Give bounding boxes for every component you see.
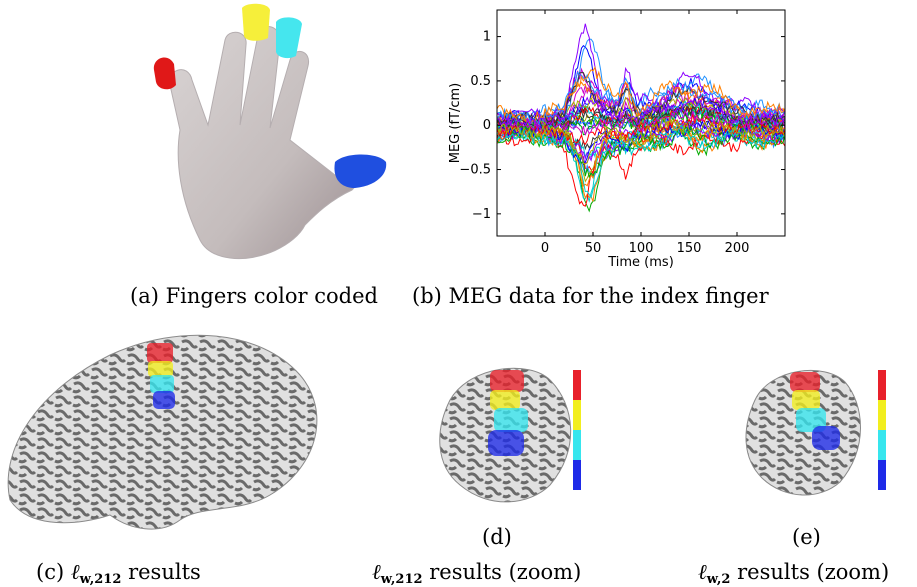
brain-zoom-d	[439, 367, 581, 503]
panel-c-brain	[0, 325, 330, 535]
meg-series-line	[496, 116, 786, 165]
caption-c: (c) ℓw,212 results	[36, 560, 201, 587]
colorbar-segment	[573, 400, 581, 430]
meg-series-line	[496, 123, 786, 199]
panel-b-meg-chart: 0 50 100 150 200 −1 −0.5 0 0.5 1 Time (ms) MEG (fT/…	[420, 0, 800, 280]
colorbar-segment	[878, 400, 886, 430]
x-tick-label: 0	[541, 241, 549, 256]
activation-region	[488, 370, 528, 456]
y-axis-label: MEG (fT/cm)	[448, 83, 463, 164]
activation-region	[790, 372, 840, 450]
colorbar	[573, 370, 581, 490]
colorbar-segment	[573, 430, 581, 460]
x-tick-label: 50	[585, 241, 602, 256]
caption-e: ℓw,2 results (zoom)	[698, 560, 890, 587]
meg-series-line	[496, 66, 786, 124]
thumb-fingertip	[334, 154, 387, 188]
brain-patch	[745, 369, 861, 496]
y-tick-label: 0	[483, 118, 491, 133]
brain-zoom-e	[745, 369, 886, 496]
caption-d-label: (d)	[482, 525, 512, 549]
caption-e-label: (e)	[792, 525, 821, 549]
y-tick-label: −1	[472, 207, 491, 222]
caption-d: ℓw,212 results (zoom)	[372, 560, 582, 587]
meg-line-chart: 0 50 100 150 200 −1 −0.5 0 0.5 1 Time (ms) MEG (fT/…	[448, 9, 786, 270]
y-tick-label: 0.5	[470, 74, 491, 89]
meg-series-line	[496, 96, 786, 129]
caption-b: (b) MEG data for the index finger	[412, 284, 769, 308]
panel-e-zoom	[740, 360, 917, 510]
colorbar-segment	[878, 370, 886, 400]
middle-fingertip	[242, 3, 270, 41]
ring-fingertip	[276, 17, 302, 59]
x-tick-label: 200	[725, 241, 750, 256]
colorbar-segment	[878, 430, 886, 460]
index-fingertip	[153, 57, 176, 90]
brain-hemisphere	[7, 334, 318, 530]
meg-series-line	[496, 23, 786, 122]
colorbar-segment	[878, 460, 886, 490]
caption-a: (a) Fingers color coded	[130, 284, 378, 308]
colorbar	[878, 370, 886, 490]
hand-image	[153, 3, 387, 260]
brain-surface-image	[7, 334, 318, 530]
colorbar-segment	[573, 460, 581, 490]
panel-a-hand	[130, 0, 400, 270]
activation-strip	[147, 343, 175, 409]
x-tick-label: 150	[677, 241, 702, 256]
x-tick-label: 100	[629, 241, 654, 256]
x-axis-label: Time (ms)	[607, 255, 674, 270]
y-tick-label: −0.5	[459, 163, 491, 178]
hand-shape	[169, 26, 357, 260]
y-tick-label: 1	[483, 30, 491, 45]
colorbar-segment	[573, 370, 581, 400]
panel-d-zoom	[430, 360, 620, 510]
